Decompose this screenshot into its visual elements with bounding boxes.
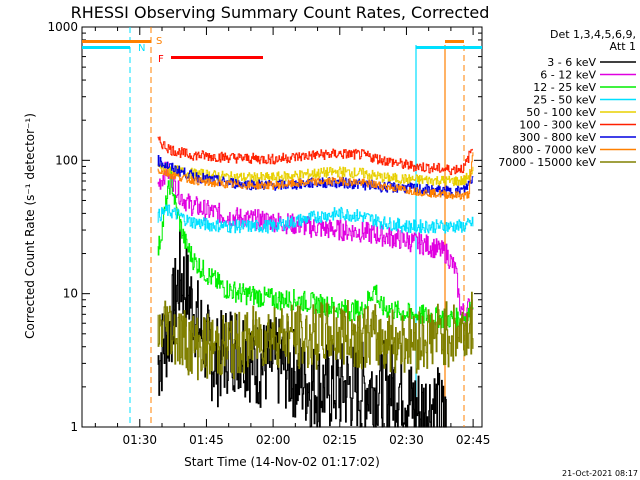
timestamp: 21-Oct-2021 08:17	[562, 469, 638, 478]
x-axis-label: Start Time (14-Nov-02 01:17:02)	[184, 455, 380, 469]
x-ticks: 01:30 01:45 02:00 02:15 02:30 02:45	[94, 27, 491, 447]
flare-bar	[171, 56, 263, 59]
y-tick-label: 100	[55, 153, 78, 167]
legend-label: 3 - 6 keV	[547, 56, 596, 69]
y-tick-label: 10	[63, 287, 78, 301]
legend-header-line-1: Det 1,3,4,5,6,9,	[550, 28, 636, 41]
y-ticks: 1 10 100 1000	[47, 20, 482, 434]
flare-marker-label: F	[158, 54, 164, 65]
x-tick-label: 02:30	[389, 433, 424, 447]
x-tick-label: 02:00	[256, 433, 291, 447]
legend-label: 50 - 100 keV	[526, 106, 596, 119]
y-axis-label: Corrected Count Rate (s⁻¹ detector⁻¹)	[23, 113, 37, 339]
saa-bar-right	[445, 40, 464, 43]
legend-label: 6 - 12 keV	[540, 69, 596, 82]
legend-header-line-2: Att 1	[610, 40, 636, 53]
legend-label: 300 - 800 keV	[519, 131, 596, 144]
x-tick-label: 01:30	[122, 433, 157, 447]
x-tick-label: 01:45	[189, 433, 224, 447]
plot-frame	[81, 26, 483, 428]
legend-label: 12 - 25 keV	[533, 81, 596, 94]
x-tick-label: 02:45	[456, 433, 491, 447]
night-bar-left	[82, 46, 130, 49]
series-100-300-kev	[157, 136, 473, 176]
y-tick-label: 1000	[47, 20, 78, 34]
chart-title: RHESSI Observing Summary Count Rates, Co…	[71, 3, 490, 22]
series-800-7000-kev	[157, 152, 474, 200]
series-3-6-kev	[157, 229, 447, 428]
legend-label: 7000 - 15000 keV	[498, 156, 596, 169]
night-bar-right	[416, 46, 482, 49]
series-7000-15000-kev	[157, 291, 474, 381]
flag-bars: S N F	[82, 36, 482, 65]
legend-label: 100 - 300 keV	[519, 119, 596, 132]
night-marker-label: N	[138, 43, 145, 54]
saa-bar-left	[82, 40, 151, 43]
x-tick-label: 02:15	[322, 433, 357, 447]
y-tick-label: 1	[70, 420, 78, 434]
series-6-12-kev	[157, 161, 474, 323]
saa-marker-label: S	[156, 36, 162, 47]
legend-label: 800 - 7000 keV	[512, 144, 596, 157]
series-layer	[157, 136, 474, 428]
series-25-50-kev	[157, 204, 474, 234]
legend-label: 25 - 50 keV	[533, 94, 596, 107]
